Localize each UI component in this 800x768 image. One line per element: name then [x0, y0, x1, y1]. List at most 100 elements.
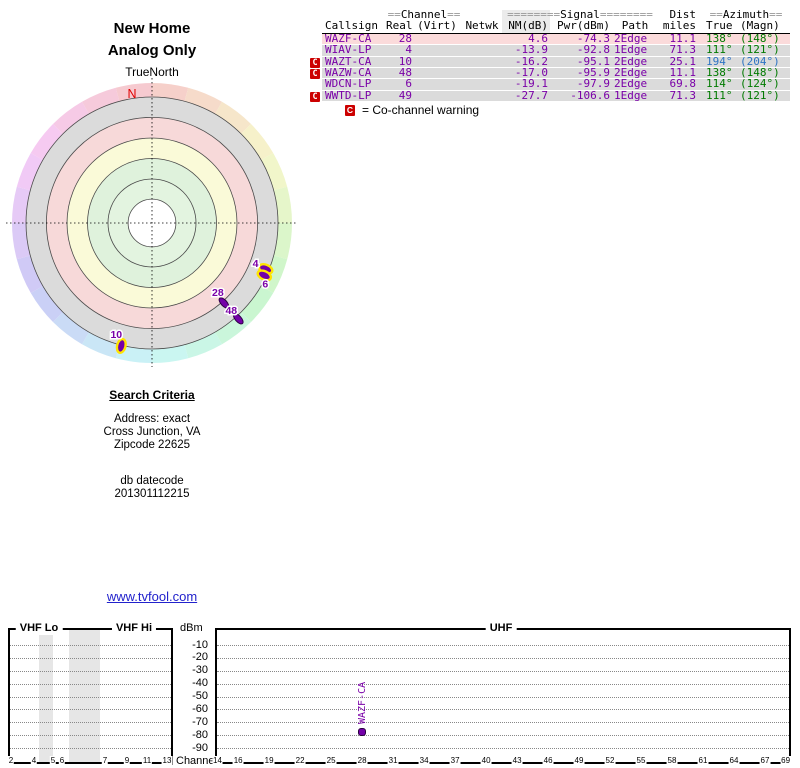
cell-pwr: -95.1 [550, 55, 612, 67]
gridline [217, 683, 789, 685]
cell-netwk [462, 90, 502, 102]
channel-tick-58: 58 [666, 756, 678, 765]
cell-miles: 11.1 [658, 33, 702, 45]
dbm-axis-label: dBm [180, 622, 203, 634]
dbm-tick-label: -80 [192, 728, 208, 741]
gridline [10, 683, 171, 685]
gridline [217, 696, 789, 698]
cell-miles: 11.1 [658, 67, 702, 79]
group-header-dist: Dist [669, 8, 697, 21]
channel-tick-5: 5 [49, 756, 57, 765]
station-marker-ch10 [115, 337, 127, 354]
cell-true_az: 114° [702, 78, 740, 90]
co-channel-flag-cell: C [306, 90, 322, 103]
cell-virt [412, 79, 462, 90]
site-link-row: www.tvfool.com [2, 589, 302, 604]
gridline [217, 722, 789, 724]
gridline [217, 645, 789, 646]
column-header-true_az: True [706, 19, 733, 33]
cell-magn: (148°) [740, 33, 790, 45]
cell-nm: -27.7 [502, 90, 550, 102]
channel-tick-7: 7 [101, 756, 109, 765]
table-row-WAZT-CA: C WAZT-CA 10 -16.2 -95.1 2Edge 25.1 194° (204°) [306, 55, 790, 69]
cell-path: 2Edge [612, 78, 658, 90]
cell-true_az: 194° [702, 55, 740, 67]
channel-tick-55: 55 [635, 756, 647, 765]
channel-tick-67: 67 [759, 756, 771, 765]
tvfool-link[interactable]: www.tvfool.com [106, 589, 198, 604]
signal-strength-chart: dBm Channel -10 -20 -30 -40 -50 -60 -70 -80 -90 V… [0, 622, 800, 768]
cell-pwr: -92.8 [550, 44, 612, 56]
cell-nm: -13.9 [502, 44, 550, 56]
station-marker-ch48 [233, 313, 244, 325]
dbm-tick-label: -70 [192, 715, 208, 728]
dbm-tick-label: -90 [192, 741, 208, 754]
channel-tick-46: 46 [542, 756, 554, 765]
cell-magn: (124°) [740, 78, 790, 90]
cell-true_az: 111° [702, 44, 740, 56]
channel-tick-49: 49 [573, 756, 585, 765]
channel-tick-11: 11 [141, 756, 153, 765]
cell-path: 1Edge [612, 44, 658, 56]
channel-tick-37: 37 [449, 756, 461, 765]
cell-real: 48 [386, 67, 412, 79]
non-tv-spectrum-band [39, 630, 53, 762]
co-channel-warning-icon: C [310, 57, 320, 69]
co-channel-flag-cell [306, 33, 322, 45]
dbm-tick-label: -40 [192, 677, 208, 690]
station-marker-label-ch10: 10 [110, 329, 122, 341]
gridline [10, 657, 171, 659]
search-criteria-title: Search Criteria [109, 388, 195, 402]
column-header-virt: (Virt) [417, 19, 457, 33]
dbm-tick-label: -10 [192, 638, 208, 651]
cell-nm: 4.6 [502, 33, 550, 45]
column-header-path: Path [621, 19, 649, 33]
co-channel-flag-cell [306, 45, 322, 56]
signal-bar-label-WAZF-CA: WAZF-CA [356, 681, 368, 724]
gridline [217, 735, 789, 737]
search-criteria-block: Search Criteria Address: exact Cross Jun… [2, 389, 302, 501]
station-marker-ch6 [256, 269, 273, 282]
cell-netwk [462, 67, 502, 79]
cell-pwr: -97.9 [550, 78, 612, 90]
channel-tick-2: 2 [7, 756, 15, 765]
column-header-miles: miles [662, 19, 696, 33]
cell-true_az: 138° [702, 33, 740, 45]
table-row-WDCN-LP: WDCN-LP 6 -19.1 -97.9 2Edge 69.8 114° (124°) [306, 78, 790, 91]
gridline [10, 722, 171, 724]
header-underline [322, 32, 790, 34]
gridline [10, 709, 171, 711]
cell-netwk [462, 45, 502, 56]
channel-tick-4: 4 [30, 756, 38, 765]
cell-path: 2Edge [612, 33, 658, 45]
station-marker-label-ch28: 28 [212, 287, 224, 299]
gridline [10, 748, 171, 749]
dbm-tick-label: -60 [192, 702, 208, 715]
group-header-azimuth: ==Azimuth== [709, 8, 783, 21]
column-header-magn: (Magn) [740, 19, 780, 33]
gridline [10, 735, 171, 737]
table-body: WAZF-CA 28 4.6 -74.3 2Edge 11.1 138° (148°) WIAV… [306, 33, 790, 103]
channel-tick-19: 19 [263, 756, 275, 765]
vhf-panel [8, 628, 173, 765]
cell-true_az: 111° [702, 90, 740, 102]
cell-path: 2Edge [612, 67, 658, 79]
band-label-vhf-hi: VHF Hi [111, 622, 157, 635]
db-datecode-value: 201301112215 [114, 488, 190, 500]
column-header-callsign: Callsign [325, 19, 378, 33]
gridline [217, 709, 789, 711]
cell-magn: (121°) [740, 90, 790, 102]
channel-tick-9: 9 [123, 756, 131, 765]
plot-subtitle: Analog Only [107, 42, 197, 59]
cell-nm: -19.1 [502, 78, 550, 90]
cell-real: 10 [386, 55, 412, 67]
cell-callsign: WWTD-LP [322, 90, 386, 102]
cell-magn: (121°) [740, 44, 790, 56]
cell-pwr: -106.6 [550, 90, 612, 102]
station-marker-label-ch48: 48 [225, 305, 237, 317]
table-column-header-row: Callsign Real (Virt) Netwk NM(dB) Pwr(dBm) Pat… [306, 19, 790, 33]
column-header-pwr: Pwr(dBm) [557, 19, 610, 33]
cell-callsign: WAZW-CA [322, 67, 386, 79]
co-channel-flag-cell: C [306, 67, 322, 80]
